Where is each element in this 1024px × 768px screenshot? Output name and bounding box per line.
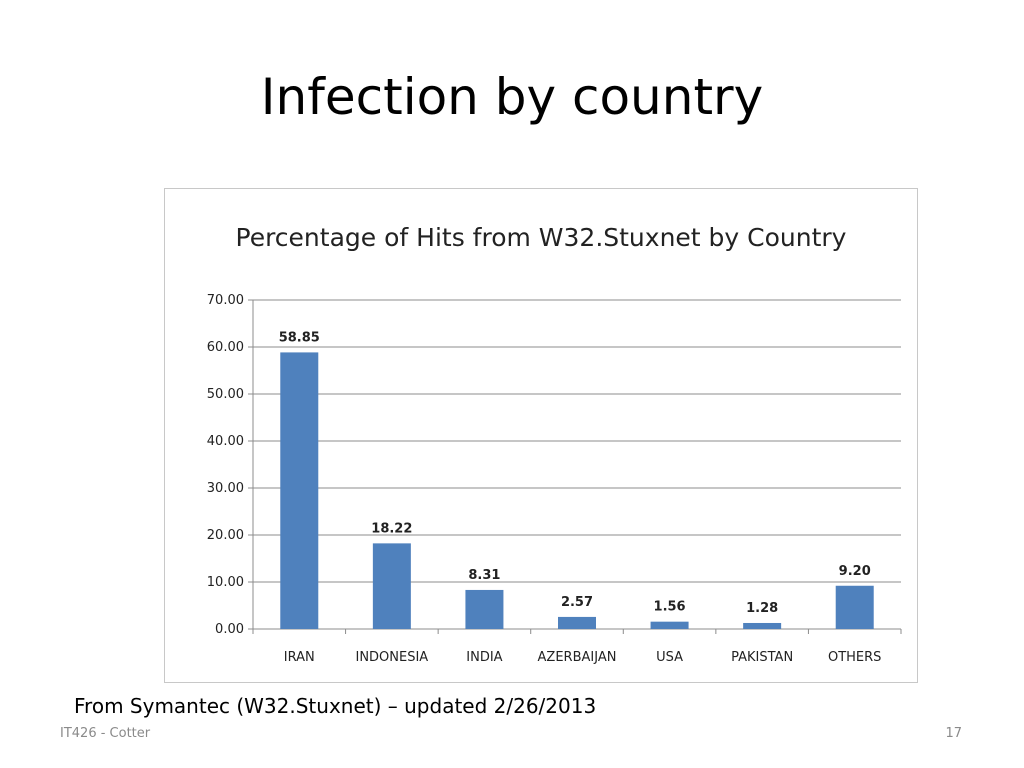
bar-others — [835, 585, 874, 629]
bar-iran — [280, 352, 319, 629]
data-label: 18.22 — [371, 521, 412, 536]
y-tick-label: 30.00 — [207, 481, 244, 496]
x-category-label: USA — [656, 650, 683, 665]
data-label: 58.85 — [279, 330, 320, 345]
chart-title: Percentage of Hits from W32.Stuxnet by C… — [236, 223, 847, 252]
x-category-label: AZERBAIJAN — [538, 650, 617, 665]
bar-chart: Percentage of Hits from W32.Stuxnet by C… — [207, 223, 902, 665]
bar-indonesia — [372, 543, 411, 629]
labels: 0.00 10.00 20.00 30.00 40.00 50.00 60.00 70.00 5… — [207, 293, 882, 665]
x-category-label: IRAN — [284, 650, 315, 665]
x-category-label: OTHERS — [828, 650, 881, 665]
y-tick-label: 40.00 — [207, 434, 244, 449]
bar-pakistan — [743, 622, 782, 629]
page-number: 17 — [945, 726, 962, 741]
source-note: From Symantec (W32.Stuxnet) – updated 2/… — [74, 694, 597, 718]
data-label: 1.56 — [654, 600, 686, 615]
slide-title: Infection by country — [260, 68, 764, 126]
y-tick-label: 10.00 — [207, 575, 244, 590]
axes — [248, 299, 902, 634]
gridlines — [253, 299, 901, 630]
bar-india — [465, 589, 504, 629]
x-category-label: PAKISTAN — [731, 650, 793, 665]
footer-course-label: IT426 - Cotter — [60, 726, 151, 741]
y-tick-label: 0.00 — [215, 622, 244, 637]
y-tick-label: 50.00 — [207, 387, 244, 402]
data-label: 8.31 — [468, 568, 500, 583]
chart-frame: Percentage of Hits from W32.Stuxnet by C… — [164, 188, 918, 683]
y-tick-label: 60.00 — [207, 340, 244, 355]
data-label: 2.57 — [561, 595, 593, 610]
data-label: 9.20 — [839, 564, 871, 579]
bar-usa — [650, 621, 689, 629]
data-label: 1.28 — [746, 601, 778, 616]
y-tick-label: 70.00 — [207, 293, 244, 308]
bars — [280, 352, 874, 629]
x-category-label: INDIA — [466, 650, 502, 665]
x-category-label: INDONESIA — [355, 650, 428, 665]
y-tick-label: 20.00 — [207, 528, 244, 543]
bar-azerbaijan — [558, 616, 596, 629]
